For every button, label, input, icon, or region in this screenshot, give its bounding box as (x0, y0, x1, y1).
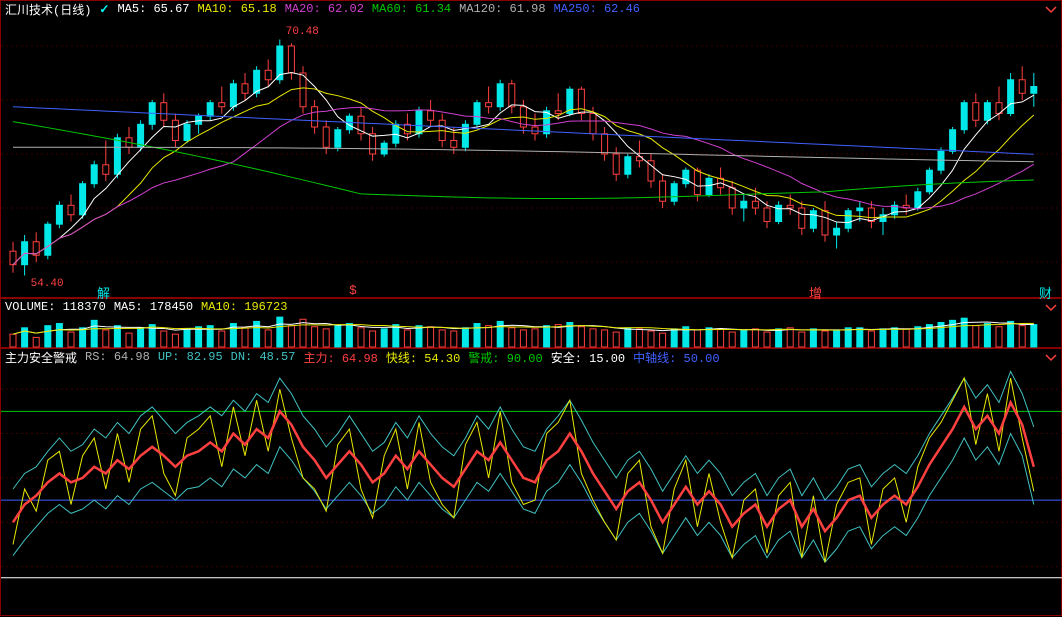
ma-label: MA10: 65.18 (197, 2, 276, 16)
check-icon: ✓ (99, 2, 109, 17)
price-chart-panel[interactable]: 汇川技术(日线) ✓ MA5: 65.67 MA10: 65.18 MA20: 62.0… (0, 0, 1062, 298)
high-label: 70.48 (286, 26, 319, 38)
ma-label: MA60: 61.34 (372, 2, 451, 16)
indicator-label: 安全: 15.00 (551, 349, 625, 366)
indicator-label: 警戒: 90.00 (468, 349, 542, 366)
ma-label: MA5: 65.67 (117, 2, 189, 16)
collapse-icon[interactable] (1045, 351, 1057, 363)
volume-header: VOLUME: 118370 MA5: 178450 MA10: 196723 (1, 299, 291, 315)
indicator-header: 主力安全警戒 RS: 64.98 UP: 82.95 DN: 48.57 主力: 64.… (1, 349, 724, 365)
indicator-label: 主力: 64.98 (303, 349, 377, 366)
ma-label: MA120: 61.98 (459, 2, 545, 16)
ma-label: MA20: 62.02 (285, 2, 364, 16)
event-marker: $ (349, 283, 357, 298)
event-marker: 财 (1039, 283, 1052, 302)
indicator-chart-panel[interactable]: 主力安全警戒 RS: 64.98 UP: 82.95 DN: 48.57 主力: 64.… (0, 348, 1062, 616)
low-label: 54.40 (31, 278, 64, 290)
indicator-label: UP: 82.95 (158, 350, 223, 364)
volume-label: VOLUME: 118370 (5, 300, 106, 314)
indicator-label: RS: 64.98 (85, 350, 150, 364)
volume-chart-panel[interactable]: VOLUME: 118370 MA5: 178450 MA10: 196723 (0, 298, 1062, 348)
price-header: 汇川技术(日线) ✓ MA5: 65.67 MA10: 65.18 MA20: 62.0… (1, 1, 644, 17)
stock-name: 汇川技术(日线) (5, 1, 91, 18)
indicator-label: 中轴线: 50.00 (633, 349, 719, 366)
indicator-label: DN: 48.57 (231, 350, 296, 364)
collapse-icon[interactable] (1045, 301, 1057, 313)
indicator-title: 主力安全警戒 (5, 349, 77, 366)
collapse-icon[interactable] (1045, 3, 1057, 15)
volume-label: MA10: 196723 (201, 300, 287, 314)
indicator-label: 快线: 54.30 (386, 349, 460, 366)
ma-label: MA250: 62.46 (554, 2, 640, 16)
price-chart-svg (1, 1, 1062, 299)
volume-label: MA5: 178450 (114, 300, 193, 314)
event-marker: 增 (809, 283, 822, 302)
indicator-chart-svg (1, 349, 1062, 617)
